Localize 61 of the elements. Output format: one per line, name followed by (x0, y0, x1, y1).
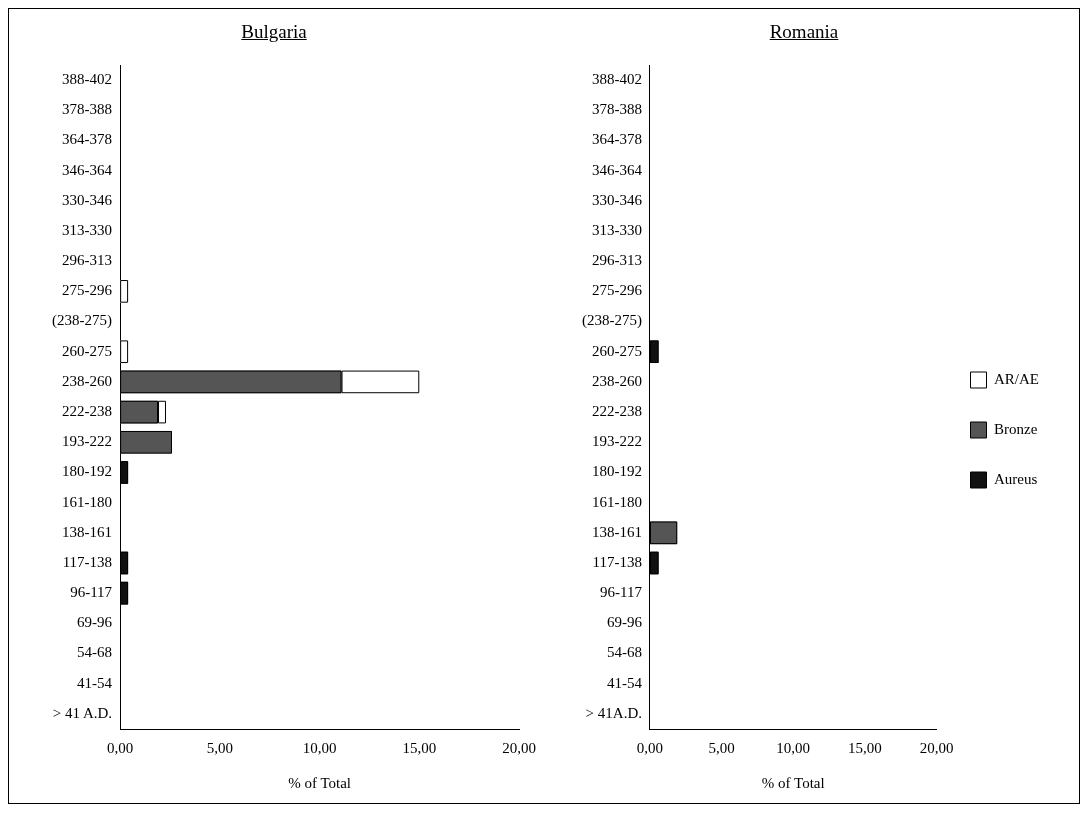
y-tick-label: 180-192 (591, 463, 642, 480)
y-tick-label: 364-378 (591, 131, 642, 148)
y-tick-label: 54-68 (606, 644, 642, 661)
x-tick-label: 15,00 (848, 739, 882, 756)
y-tick-label: > 41A.D. (585, 704, 642, 721)
x-tick-label: 5,00 (206, 739, 233, 756)
x-tick-label: 0,00 (107, 739, 134, 756)
y-tick-label: 346-364 (62, 161, 113, 178)
x-axis-title: % of Total (761, 774, 825, 791)
y-tick-label: (238-275) (581, 312, 642, 330)
y-tick-label: 96-117 (70, 584, 113, 601)
y-tick-label: 260-275 (591, 342, 642, 359)
y-tick-label: 238-260 (62, 372, 113, 389)
y-tick-label: 296-313 (591, 252, 642, 269)
y-tick-label: 138-161 (591, 523, 642, 540)
chart-title: Bulgaria (240, 21, 308, 43)
x-axis-title: % of Total (288, 774, 351, 791)
x-tick-label: 20,00 (919, 739, 954, 756)
y-tick-label: 138-161 (62, 523, 113, 540)
y-tick-label: 330-346 (591, 191, 643, 208)
chart-title: Romania (768, 21, 840, 43)
y-tick-label: (238-275) (52, 312, 113, 330)
x-tick-label: 5,00 (708, 739, 735, 756)
y-tick-label: 378-388 (591, 101, 642, 118)
y-tick-label: 346-364 (591, 161, 643, 178)
y-tick-label: 96-117 (600, 584, 643, 601)
y-tick-label: 222-238 (62, 403, 113, 420)
y-tick-label: 222-238 (591, 403, 642, 420)
y-tick-label: 313-330 (591, 221, 642, 238)
y-tick-label: 330-346 (62, 191, 113, 208)
y-tick-label: 260-275 (62, 342, 113, 359)
x-tick-label: 0,00 (636, 739, 664, 756)
y-tick-label: > 41 A.D. (52, 704, 113, 721)
y-tick-label: 117-138 (62, 553, 113, 570)
y-tick-label: 69-96 (606, 614, 643, 631)
y-tick-label: 41-54 (606, 674, 643, 691)
y-tick-label: 193-222 (62, 433, 113, 450)
legend-label: Aureus (994, 470, 1038, 487)
x-tick-label: 20,00 (502, 739, 536, 756)
y-tick-label: 41-54 (77, 674, 113, 691)
y-tick-label: 364-378 (62, 131, 113, 148)
y-tick-label: 296-313 (62, 252, 113, 269)
y-tick-label: 161-180 (591, 493, 642, 510)
y-tick-label: 180-192 (62, 463, 113, 480)
x-tick-label: 10,00 (776, 739, 811, 756)
y-tick-label: 117-138 (592, 553, 642, 570)
legend-label: AR/AE (994, 370, 1039, 387)
y-tick-label: 54-68 (77, 644, 113, 661)
y-tick-label: 238-260 (591, 372, 642, 389)
y-tick-label: 69-96 (77, 614, 113, 631)
y-tick-label: 275-296 (62, 282, 113, 299)
y-tick-label: 313-330 (62, 221, 113, 238)
y-tick-label: 388-402 (62, 71, 113, 88)
y-tick-label: 378-388 (62, 101, 113, 118)
x-tick-label: 10,00 (302, 739, 337, 756)
legend-label: Bronze (994, 420, 1038, 437)
y-tick-label: 275-296 (591, 282, 643, 299)
x-tick-label: 15,00 (402, 739, 437, 756)
y-tick-label: 193-222 (591, 433, 642, 450)
y-tick-label: 388-402 (591, 71, 642, 88)
y-tick-label: 161-180 (62, 493, 113, 510)
